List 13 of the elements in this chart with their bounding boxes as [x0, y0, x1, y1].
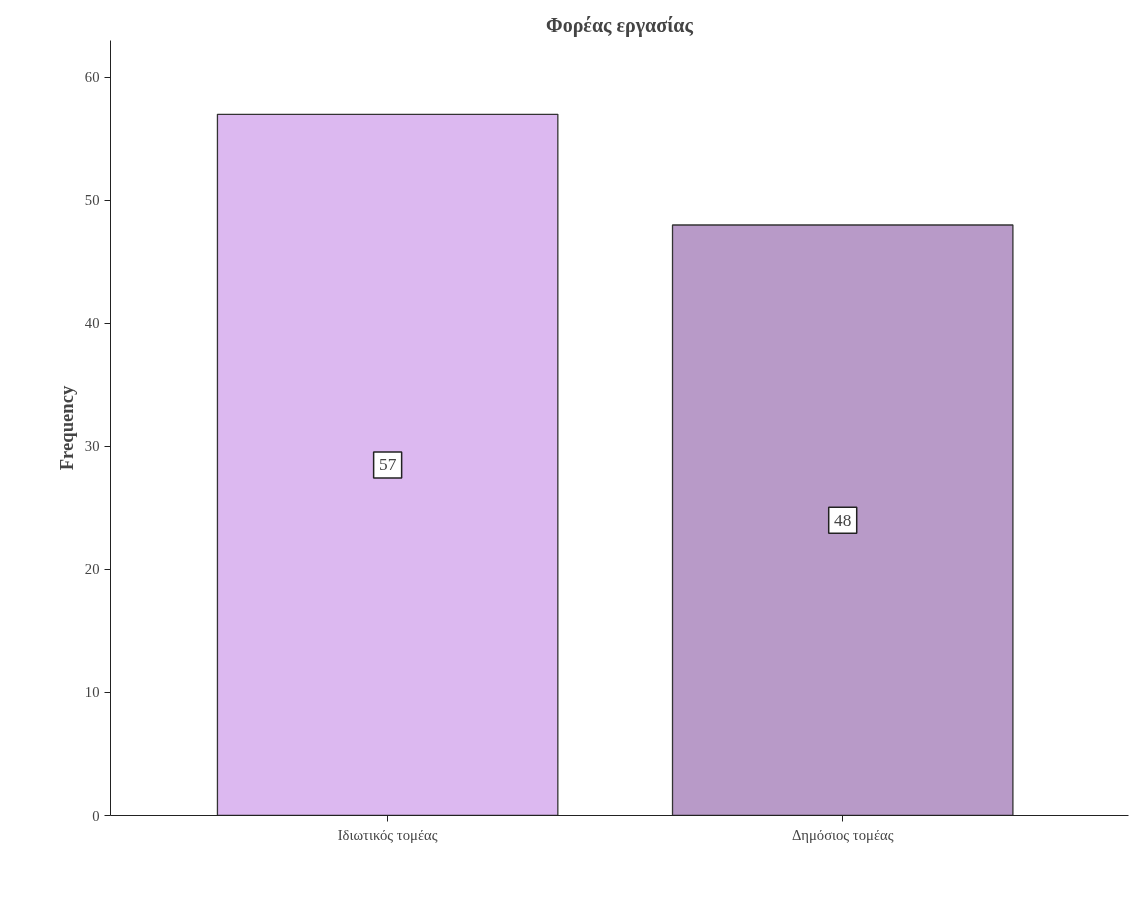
- y-tick-label: 20: [84, 561, 100, 578]
- y-axis-title: Frequency: [55, 385, 77, 471]
- x-tick-label: Δημόσιος τομέας: [791, 826, 894, 843]
- y-tick-label: 30: [84, 438, 100, 455]
- y-tick-label: 40: [84, 315, 100, 332]
- chart-title: Φορέας εργασίας: [546, 13, 694, 37]
- data-label: 57: [378, 455, 397, 475]
- y-tick-label: 0: [92, 807, 100, 824]
- y-tick-label: 50: [84, 192, 100, 209]
- y-tick-label: 60: [84, 69, 100, 86]
- data-label: 48: [834, 510, 852, 530]
- x-tick-label: Ιδιωτικός τομέας: [337, 826, 438, 843]
- y-tick-label: 10: [84, 684, 100, 701]
